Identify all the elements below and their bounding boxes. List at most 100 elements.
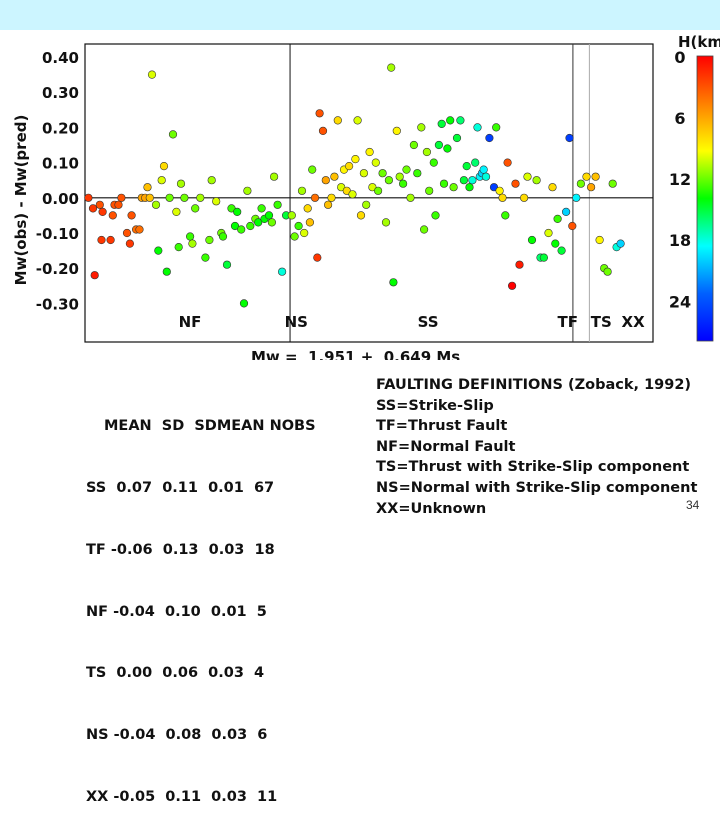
data-point bbox=[378, 169, 387, 178]
colorbar-tick-label: 0 bbox=[674, 48, 685, 67]
stats-header: MEAN SD SDMEAN NOBS bbox=[104, 418, 316, 435]
data-point bbox=[561, 207, 571, 216]
stats-row: SS 0.07 0.11 0.01 67 bbox=[86, 479, 275, 496]
data-point bbox=[222, 260, 232, 269]
colorbar-title: H(km) bbox=[678, 33, 720, 51]
data-point bbox=[616, 239, 625, 248]
data-point bbox=[257, 204, 266, 213]
colorbar-gradient bbox=[696, 55, 714, 342]
data-point bbox=[264, 211, 274, 220]
data-point bbox=[127, 211, 136, 220]
data-point bbox=[399, 179, 408, 188]
data-point bbox=[108, 211, 117, 220]
colorbar-tick-label: 18 bbox=[669, 231, 691, 250]
data-point bbox=[503, 158, 512, 167]
data-point bbox=[308, 165, 317, 174]
colorbar-tick-label: 6 bbox=[674, 109, 685, 128]
y-tick-label: -0.10 bbox=[36, 225, 79, 243]
data-point bbox=[239, 299, 249, 308]
data-point bbox=[456, 116, 465, 125]
x-category-label: SS bbox=[418, 313, 439, 331]
colorbar-tick-label: 24 bbox=[669, 292, 691, 311]
data-point bbox=[402, 165, 411, 174]
stats-row: XX -0.05 0.11 0.03 11 bbox=[86, 788, 278, 805]
data-point bbox=[90, 271, 99, 280]
data-point bbox=[465, 183, 474, 192]
data-point bbox=[267, 218, 277, 227]
data-point bbox=[287, 211, 296, 220]
data-point bbox=[439, 179, 449, 188]
top-band bbox=[0, 0, 720, 30]
plot-frame bbox=[84, 43, 654, 343]
data-point bbox=[345, 162, 354, 171]
data-point bbox=[417, 123, 426, 132]
data-point bbox=[145, 193, 154, 202]
data-point bbox=[106, 235, 115, 245]
data-point bbox=[117, 193, 126, 202]
data-point bbox=[212, 197, 221, 206]
data-point bbox=[501, 211, 510, 220]
data-point bbox=[557, 246, 566, 255]
data-point bbox=[395, 172, 404, 181]
data-point bbox=[157, 176, 166, 185]
page-number: 34 bbox=[686, 498, 700, 512]
data-point bbox=[492, 123, 501, 132]
y-tick-label: -0.20 bbox=[36, 260, 79, 278]
data-point bbox=[353, 116, 362, 125]
data-point bbox=[422, 147, 432, 157]
data-point bbox=[406, 193, 415, 202]
data-point bbox=[582, 172, 591, 181]
data-point bbox=[147, 70, 157, 79]
data-point bbox=[384, 176, 394, 185]
y-tick-label: 0.00 bbox=[42, 190, 79, 208]
data-point bbox=[174, 243, 183, 252]
data-point bbox=[387, 63, 396, 72]
data-point bbox=[330, 172, 339, 181]
data-point bbox=[452, 133, 462, 143]
data-point bbox=[459, 176, 469, 185]
data-point bbox=[523, 172, 532, 181]
y-tick-labels: 0.40 0.30 0.20 0.10 0.00 -0.10 -0.20 -0.30 bbox=[36, 49, 79, 313]
data-point bbox=[318, 126, 328, 135]
scatter-chart: 0.40 0.30 0.20 0.10 0.00 -0.10 -0.20 -0.30 Mw(o… bbox=[12, 33, 720, 360]
data-point bbox=[303, 204, 312, 213]
faulting-definitions: FAULTING DEFINITIONS (Zoback, 1992) SS=S… bbox=[376, 375, 697, 519]
data-point bbox=[481, 172, 491, 181]
data-point bbox=[471, 158, 480, 167]
x-category-label: NF bbox=[179, 313, 202, 331]
data-point bbox=[359, 169, 369, 178]
definitions-title: FAULTING DEFINITIONS (Zoback, 1992) bbox=[376, 377, 692, 393]
data-point bbox=[479, 165, 488, 174]
data-point bbox=[551, 239, 560, 248]
data-point bbox=[88, 204, 98, 213]
data-point bbox=[446, 116, 455, 125]
x-category-label: TS bbox=[591, 313, 612, 331]
data-point bbox=[443, 144, 452, 153]
data-point bbox=[498, 193, 507, 202]
data-point bbox=[233, 207, 242, 216]
data-point bbox=[246, 221, 255, 231]
x-category-label: XX bbox=[622, 313, 646, 331]
data-point bbox=[254, 218, 263, 227]
data-point bbox=[207, 176, 216, 185]
stats-row: NF -0.04 0.10 0.01 5 bbox=[86, 603, 267, 620]
data-point bbox=[413, 169, 422, 178]
data-point bbox=[519, 193, 529, 202]
data-point bbox=[278, 267, 287, 276]
data-point bbox=[485, 133, 494, 143]
data-point bbox=[196, 193, 205, 202]
data-point bbox=[218, 232, 228, 241]
definition-item: TS=Thrust with Strike-Slip component bbox=[376, 459, 690, 476]
y-tick-label: 0.10 bbox=[42, 155, 79, 173]
data-point bbox=[165, 193, 174, 202]
data-point bbox=[425, 186, 434, 195]
data-point bbox=[310, 193, 320, 202]
plot-border bbox=[84, 43, 654, 343]
data-point bbox=[591, 172, 600, 181]
data-point bbox=[205, 235, 214, 245]
data-point bbox=[576, 179, 586, 188]
data-point bbox=[568, 221, 577, 231]
data-point bbox=[315, 109, 324, 118]
definition-item: NS=Normal with Strike-Slip component bbox=[376, 479, 698, 496]
depth-colorbar: H(km) 0 6 12 18 24 bbox=[669, 33, 720, 342]
